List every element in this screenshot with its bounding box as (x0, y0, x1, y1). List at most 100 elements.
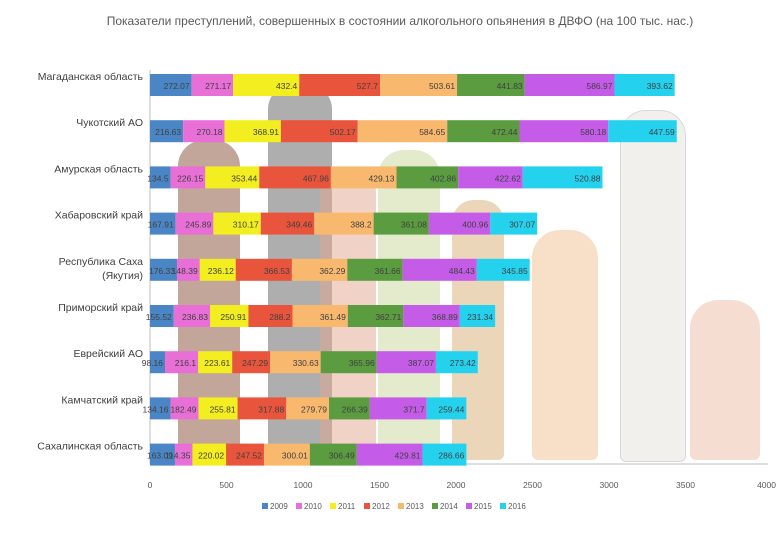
data-label-2011-8: 220.02 (198, 451, 224, 461)
bar-segment-2011-5 (210, 305, 249, 327)
bar-segment-2013-3 (314, 212, 374, 235)
data-label-2016-8: 286.66 (438, 451, 464, 461)
bar-segment-2009-7 (150, 397, 171, 420)
bar-segment-2012-8 (226, 443, 264, 466)
data-label-2015-8: 429.81 (395, 451, 421, 461)
bottle-bg-clear (620, 110, 686, 462)
chart-title: Показатели преступлений, совершенных в с… (106, 14, 694, 28)
bars-group (150, 74, 677, 466)
data-label-2011-4: 236.12 (208, 266, 234, 276)
data-label-2015-3: 400.96 (462, 220, 488, 230)
data-label-2012-1: 502.17 (330, 127, 356, 137)
bar-segment-2011-3 (213, 212, 261, 235)
legend-label-2012: 2012 (372, 502, 390, 511)
data-label-2013-0: 503.61 (429, 81, 455, 91)
bar-segment-2016-6 (435, 351, 478, 374)
bar-segment-2014-5 (347, 305, 404, 327)
data-label-2012-3: 349.46 (286, 220, 312, 230)
x-tick-label-3000: 3000 (600, 480, 619, 490)
data-label-2013-4: 362.29 (319, 266, 345, 276)
data-label-2015-5: 368.89 (432, 312, 458, 322)
bar-segment-2015-0 (524, 74, 615, 96)
bar-segment-2012-6 (232, 351, 271, 374)
bar-segment-2009-8 (150, 443, 175, 466)
bar-segment-2010-3 (175, 212, 214, 235)
category-label-4: Республика Саха (Якутия) (59, 256, 143, 282)
x-tick-label-2000: 2000 (447, 480, 466, 490)
x-tick-label-1000: 1000 (294, 480, 313, 490)
bar-segment-2015-2 (458, 166, 523, 189)
bar-segment-2015-3 (428, 212, 491, 235)
bar-segment-2016-5 (459, 305, 496, 327)
data-label-2011-1: 368.91 (253, 127, 279, 137)
data-label-2014-3: 361.08 (401, 220, 427, 230)
category-label-0: Магаданская область (38, 71, 144, 83)
category-label-3: Хабаровский край (55, 210, 143, 222)
data-label-2014-5: 362.71 (375, 312, 401, 322)
data-label-2012-5: 288.2 (269, 312, 291, 322)
bar-segment-2016-1 (608, 120, 677, 143)
data-label-2013-8: 300.01 (282, 451, 308, 461)
data-label-2009-1: 216.63 (155, 127, 181, 137)
bar-segment-2010-1 (183, 120, 225, 143)
bar-segment-2015-4 (402, 258, 477, 281)
data-label-2016-4: 345.85 (502, 266, 528, 276)
data-label-2016-0: 393.62 (647, 81, 673, 91)
legend-swatch-2011 (330, 503, 336, 509)
bar-segment-2015-5 (403, 305, 460, 327)
x-tick-label-500: 500 (219, 480, 233, 490)
bar-segment-2013-7 (286, 397, 330, 420)
bar-segment-2009-5 (150, 305, 174, 327)
bar-segment-2014-4 (347, 258, 403, 281)
bar-segment-2012-1 (280, 120, 358, 143)
legend: 2009 2010 2011 2012 2013 2014 2015 2016 (262, 502, 526, 511)
data-label-2010-2: 226.15 (177, 173, 203, 183)
bar-segment-2014-8 (309, 443, 357, 466)
bar-segment-2011-6 (198, 351, 233, 374)
legend-swatch-2010 (296, 503, 302, 509)
bar-segment-2012-2 (259, 166, 331, 189)
data-label-2016-3: 307.07 (509, 220, 535, 230)
bar-segment-2011-0 (233, 74, 300, 96)
bar-segment-2016-4 (476, 258, 530, 281)
data-label-2014-7: 266.39 (342, 404, 368, 414)
data-label-2013-7: 279.79 (301, 404, 327, 414)
x-tick-label-1500: 1500 (370, 480, 389, 490)
data-label-2013-1: 584.65 (419, 127, 445, 137)
data-label-2016-5: 231.34 (467, 312, 493, 322)
bar-segment-2012-7 (237, 397, 287, 420)
bar-segment-2013-5 (292, 305, 348, 327)
data-label-2015-7: 371.7 (403, 404, 425, 414)
bar-segment-2009-2 (150, 166, 171, 189)
data-label-2013-6: 330.63 (293, 358, 319, 368)
bar-segment-2010-0 (191, 74, 234, 96)
legend-swatch-2014 (432, 503, 438, 509)
data-label-2010-0: 271.17 (205, 81, 231, 91)
bar-segment-2013-8 (263, 443, 310, 466)
legend-swatch-2009 (262, 503, 268, 509)
category-labels-group: Магаданская область Чукотский АО Амурская … (37, 71, 143, 453)
x-tick-label-3500: 3500 (676, 480, 695, 490)
data-label-2011-7: 255.81 (210, 404, 236, 414)
data-label-2009-7: 134.16 (143, 404, 169, 414)
bar-segment-2010-7 (170, 397, 199, 420)
data-label-2010-8: 114.35 (165, 451, 191, 461)
data-label-2011-5: 250.91 (220, 312, 246, 322)
bar-segment-2014-0 (457, 74, 525, 96)
bar-segment-2013-0 (380, 74, 458, 96)
x-tick-labels-group: 0 500 1000 1500 2000 2500 3000 3500 4000 (148, 480, 777, 490)
bar-segment-2009-0 (150, 74, 192, 96)
category-label-7: Камчатский край (61, 394, 143, 406)
data-label-2010-7: 182.49 (170, 404, 196, 414)
data-label-2011-6: 223.61 (204, 358, 230, 368)
legend-label-2016: 2016 (508, 502, 526, 511)
bar-segment-2012-0 (299, 74, 381, 96)
bottle-bg-blush (690, 300, 760, 460)
bar-segment-2012-5 (248, 305, 293, 327)
data-label-2012-4: 366.53 (264, 266, 290, 276)
segment-labels-group: 272.07 271.17 432.4 527.7 503.61 441.83 586.97… (142, 81, 675, 461)
bar-segment-2014-7 (329, 397, 370, 420)
bar-segment-2016-8 (422, 443, 467, 466)
data-label-2011-3: 310.17 (233, 220, 259, 230)
legend-swatch-2012 (364, 503, 370, 509)
